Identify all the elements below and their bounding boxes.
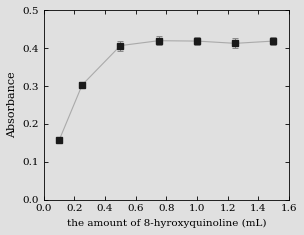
Y-axis label: Absorbance: Absorbance bbox=[7, 72, 17, 138]
X-axis label: the amount of 8-hyroxyquinoline (mL): the amount of 8-hyroxyquinoline (mL) bbox=[67, 219, 266, 228]
